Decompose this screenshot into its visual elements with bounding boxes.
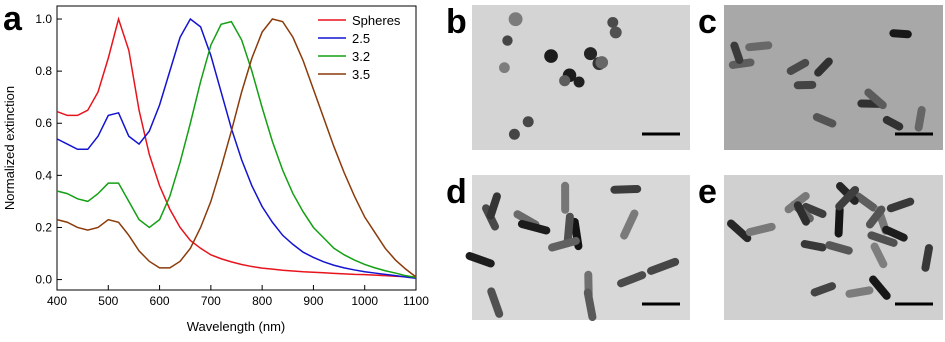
nanorod [869, 275, 891, 300]
y-tick-label: 0.4 [35, 168, 52, 182]
nanorod [617, 271, 647, 288]
line-series [56, 18, 417, 278]
nanorod [886, 197, 915, 213]
nanorod [865, 205, 886, 229]
nanorod [801, 202, 827, 218]
x-tick-label: 500 [98, 294, 118, 308]
nanorod [845, 286, 874, 298]
particle [609, 26, 622, 39]
y-tick-label: 0.2 [35, 220, 52, 234]
legend-label: 3.5 [352, 67, 370, 82]
particle [573, 76, 585, 88]
y-tick-label: 0.0 [35, 273, 52, 287]
particle [522, 116, 534, 128]
nanorod [548, 236, 580, 252]
line-series [56, 16, 417, 278]
panel-label: c [698, 3, 717, 41]
y-tick-label: 0.8 [35, 64, 52, 78]
nanorod [728, 58, 755, 69]
x-tick-label: 700 [201, 294, 221, 308]
nanorod [914, 106, 926, 132]
nanorod [620, 209, 639, 240]
y-tick-label: 1.0 [35, 12, 52, 26]
particle [595, 56, 609, 69]
nanorod [834, 205, 844, 238]
x-tick-label: 600 [150, 294, 170, 308]
nanorod [726, 219, 752, 243]
tem-image [724, 5, 943, 150]
nanorod [745, 41, 773, 52]
x-tick-label: 1000 [351, 294, 378, 308]
nanorod [825, 241, 853, 255]
x-tick-label: 800 [252, 294, 272, 308]
nanorod [870, 242, 888, 269]
nanorod [814, 57, 833, 77]
nanorod [517, 219, 551, 235]
y-axis-label: Normalized extinction [2, 86, 17, 210]
nanorod [921, 244, 933, 272]
panel-label: d [446, 173, 467, 211]
nanorod [786, 58, 810, 75]
x-axis-label: Wavelength (nm) [187, 319, 286, 334]
nanorod [487, 287, 504, 318]
x-tick-label: 400 [47, 294, 67, 308]
nanorod [864, 88, 887, 110]
particle [508, 12, 523, 27]
legend-label: 2.5 [352, 31, 370, 46]
nanorod [561, 181, 570, 214]
nanorod [810, 282, 837, 297]
nanorod [745, 222, 776, 237]
particle [499, 62, 510, 74]
nanorod [867, 231, 898, 247]
particle [559, 75, 571, 87]
nanorod [800, 240, 827, 252]
legend-label: Spheres [352, 13, 401, 28]
nanorod [812, 113, 837, 128]
nanorod [889, 29, 912, 39]
legend-label: 3.2 [352, 49, 370, 64]
plot-frame [56, 5, 417, 291]
line-series [56, 17, 417, 280]
nanorod [854, 192, 878, 212]
nanorod [793, 201, 811, 226]
particle [583, 47, 598, 61]
nanorod [647, 257, 680, 275]
panel-label: b [446, 3, 467, 41]
x-tick-label: 900 [303, 294, 323, 308]
particle [502, 35, 513, 46]
particle [544, 49, 558, 63]
panel-label: a [3, 0, 23, 38]
nanorod [793, 80, 817, 90]
x-tick-label: 1100 [403, 294, 429, 308]
nanorod [610, 185, 642, 194]
particle [508, 128, 520, 140]
line-series [56, 20, 417, 279]
nanorod [583, 288, 597, 322]
particle [607, 16, 619, 28]
nanorod [486, 192, 501, 220]
nanorod [465, 251, 495, 268]
nanorod [882, 225, 908, 242]
nanorod [835, 185, 860, 211]
nanorod [730, 41, 744, 65]
nanorod [882, 115, 904, 131]
y-tick-label: 0.6 [35, 116, 52, 130]
nanorod [563, 212, 574, 247]
panel-label: e [698, 173, 717, 211]
